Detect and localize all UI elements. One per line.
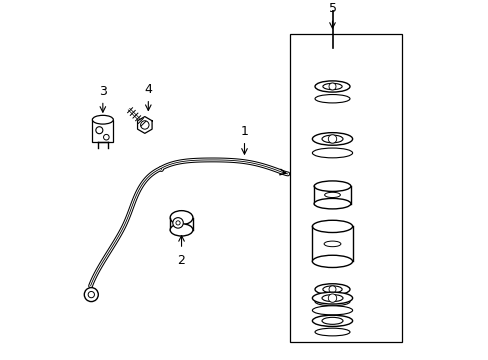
Ellipse shape (170, 211, 192, 225)
Circle shape (103, 134, 109, 140)
Ellipse shape (170, 224, 192, 236)
Ellipse shape (322, 294, 342, 302)
Circle shape (176, 221, 180, 225)
Circle shape (172, 218, 183, 228)
Ellipse shape (324, 192, 340, 198)
Ellipse shape (312, 220, 352, 233)
Text: 3: 3 (99, 85, 106, 98)
Ellipse shape (312, 315, 352, 327)
Circle shape (84, 288, 98, 302)
Ellipse shape (313, 181, 350, 192)
Ellipse shape (322, 318, 342, 324)
Circle shape (88, 292, 94, 298)
Ellipse shape (322, 135, 342, 143)
Circle shape (328, 317, 335, 324)
Ellipse shape (322, 286, 342, 293)
Text: 5: 5 (328, 2, 336, 15)
Circle shape (328, 286, 335, 293)
Ellipse shape (314, 81, 349, 92)
Ellipse shape (312, 148, 352, 158)
Ellipse shape (312, 292, 352, 304)
Text: 4: 4 (144, 83, 152, 96)
Ellipse shape (312, 255, 352, 267)
Bar (92, 120, 113, 143)
Ellipse shape (314, 328, 349, 336)
Ellipse shape (322, 317, 342, 324)
Polygon shape (137, 117, 152, 133)
Circle shape (328, 83, 335, 90)
Ellipse shape (314, 297, 349, 306)
Ellipse shape (92, 115, 113, 124)
Circle shape (141, 121, 149, 129)
Ellipse shape (312, 132, 352, 145)
Bar (289, 34, 401, 342)
Circle shape (327, 135, 336, 143)
Ellipse shape (313, 198, 350, 209)
Ellipse shape (312, 306, 352, 315)
Circle shape (96, 127, 102, 134)
Ellipse shape (324, 241, 340, 247)
Ellipse shape (314, 316, 349, 326)
Ellipse shape (322, 83, 342, 90)
Text: 1: 1 (240, 125, 248, 138)
Circle shape (327, 294, 336, 302)
Ellipse shape (314, 95, 349, 103)
Ellipse shape (314, 284, 349, 295)
Text: 2: 2 (177, 254, 185, 267)
